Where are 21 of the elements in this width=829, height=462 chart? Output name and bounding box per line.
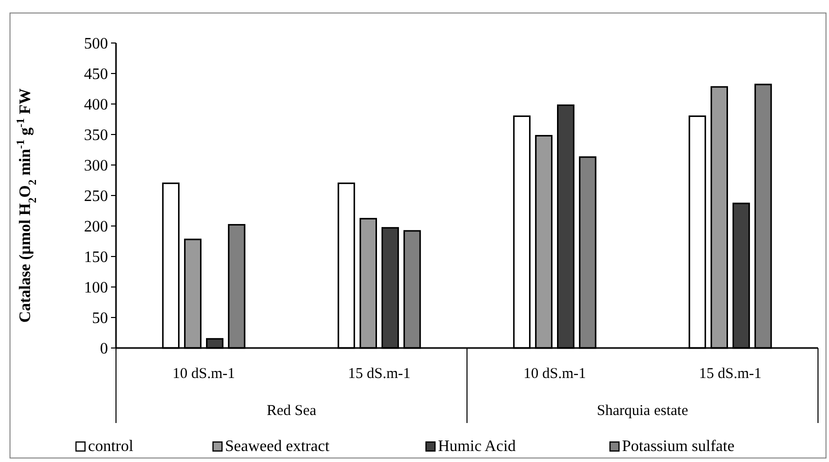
y-tick-label: 300: [84, 158, 108, 175]
x-tick-label: 10 dS.m-1: [523, 366, 586, 382]
text: Sharquia estate: [596, 403, 688, 419]
y-tick-label: 450: [84, 66, 108, 84]
x-tick-label: 15 dS.m-1: [348, 366, 411, 382]
legend-label: Humic Acid: [438, 438, 516, 455]
legend-label: Seaweed extract: [225, 438, 330, 455]
y-tick-label: 150: [84, 249, 108, 266]
y-tick-label: 0: [100, 340, 108, 358]
y-tick-label: 50: [92, 310, 108, 328]
y-tick-label: 250: [84, 188, 108, 206]
y-tick-label: 100: [84, 280, 108, 297]
y-tick-label: 200: [84, 218, 108, 236]
x-tick-label: 15 dS.m-1: [698, 366, 762, 382]
text: Red Sea: [266, 403, 317, 419]
legend-label: control: [88, 438, 134, 455]
y-tick-label: 500: [84, 36, 108, 53]
y-tick-label: 400: [84, 96, 108, 114]
x-tick-label: 10 dS.m-1: [172, 366, 236, 382]
y-tick-label: 350: [84, 127, 108, 144]
legend-label: Potassium sulfate: [622, 438, 734, 455]
